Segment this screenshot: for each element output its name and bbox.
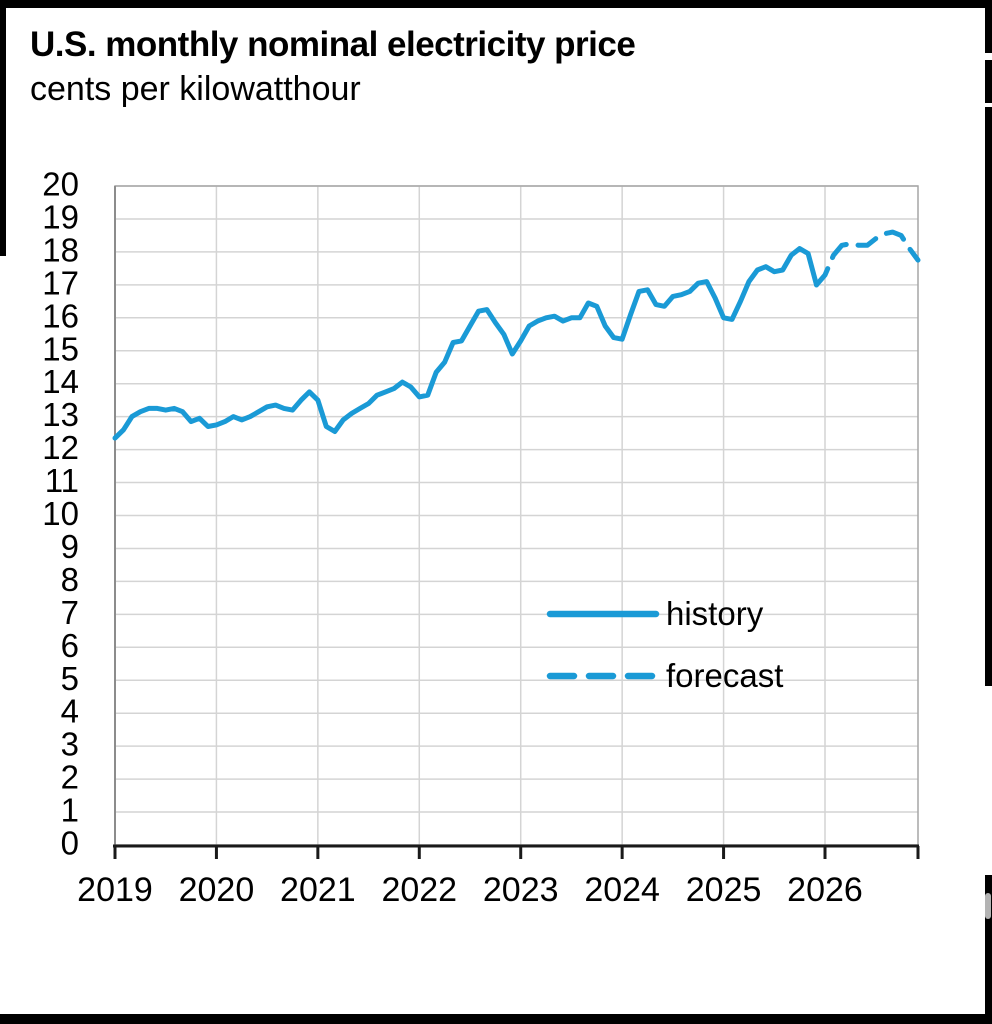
y-tick-label: 12 (42, 429, 79, 466)
y-tick-label: 8 (61, 561, 79, 598)
y-tick-label: 9 (61, 528, 79, 565)
forecast-line (814, 229, 921, 288)
legend-label: forecast (666, 657, 784, 694)
chart-header: U.S. monthly nominal electricity price c… (30, 22, 636, 110)
y-tick-label: 20 (42, 166, 79, 203)
chart-subtitle: cents per kilowatthour (30, 70, 361, 108)
frame-left-strip (0, 0, 6, 256)
x-tick-label: 2022 (381, 871, 457, 909)
x-tick-label: 2021 (280, 871, 356, 909)
y-tick-label: 14 (42, 363, 79, 400)
adjacent-panel-edge (985, 8, 992, 53)
y-tick-label: 5 (61, 660, 79, 697)
adjacent-panel-edge (985, 60, 992, 103)
y-tick-label: 13 (42, 396, 79, 433)
y-tick-label: 7 (61, 594, 79, 631)
legend-label: history (666, 595, 764, 632)
y-tick-label: 0 (61, 825, 79, 862)
legend-solid-line-sample (546, 610, 660, 618)
y-tick-label: 2 (61, 759, 79, 796)
y-tick-label: 19 (42, 198, 79, 235)
y-tick-label: 1 (61, 792, 79, 829)
y-tick-label: 17 (42, 264, 79, 301)
x-tick-label: 2023 (483, 871, 559, 909)
y-tick-label: 6 (61, 627, 79, 664)
x-tick-label: 2026 (787, 871, 863, 909)
adjacent-panel-edge (985, 107, 992, 686)
scrollbar-thumb-sliver[interactable] (985, 893, 991, 919)
x-tick-label: 2025 (686, 871, 762, 909)
x-tick-label: 2020 (179, 871, 255, 909)
y-tick-label: 16 (42, 297, 79, 334)
chart-legend: history forecast (546, 596, 783, 694)
legend-item-forecast: forecast (546, 658, 783, 694)
chart-title: U.S. monthly nominal electricity price (30, 25, 636, 64)
adjacent-panel-edge (985, 875, 992, 1014)
y-tick-label: 3 (61, 726, 79, 763)
legend-item-history: history (546, 596, 783, 632)
y-tick-label: 10 (42, 495, 79, 532)
y-tick-label: 18 (42, 231, 79, 268)
y-tick-label: 15 (42, 330, 79, 367)
frame-bottom-bar (0, 1014, 992, 1024)
history-line (112, 246, 819, 441)
legend-dashed-line-sample (546, 672, 660, 680)
y-tick-label: 11 (45, 462, 79, 499)
x-tick-label: 2019 (77, 871, 153, 909)
x-tick-label: 2024 (584, 871, 660, 909)
frame-top-bar (0, 0, 992, 8)
y-tick-label: 4 (61, 693, 79, 730)
